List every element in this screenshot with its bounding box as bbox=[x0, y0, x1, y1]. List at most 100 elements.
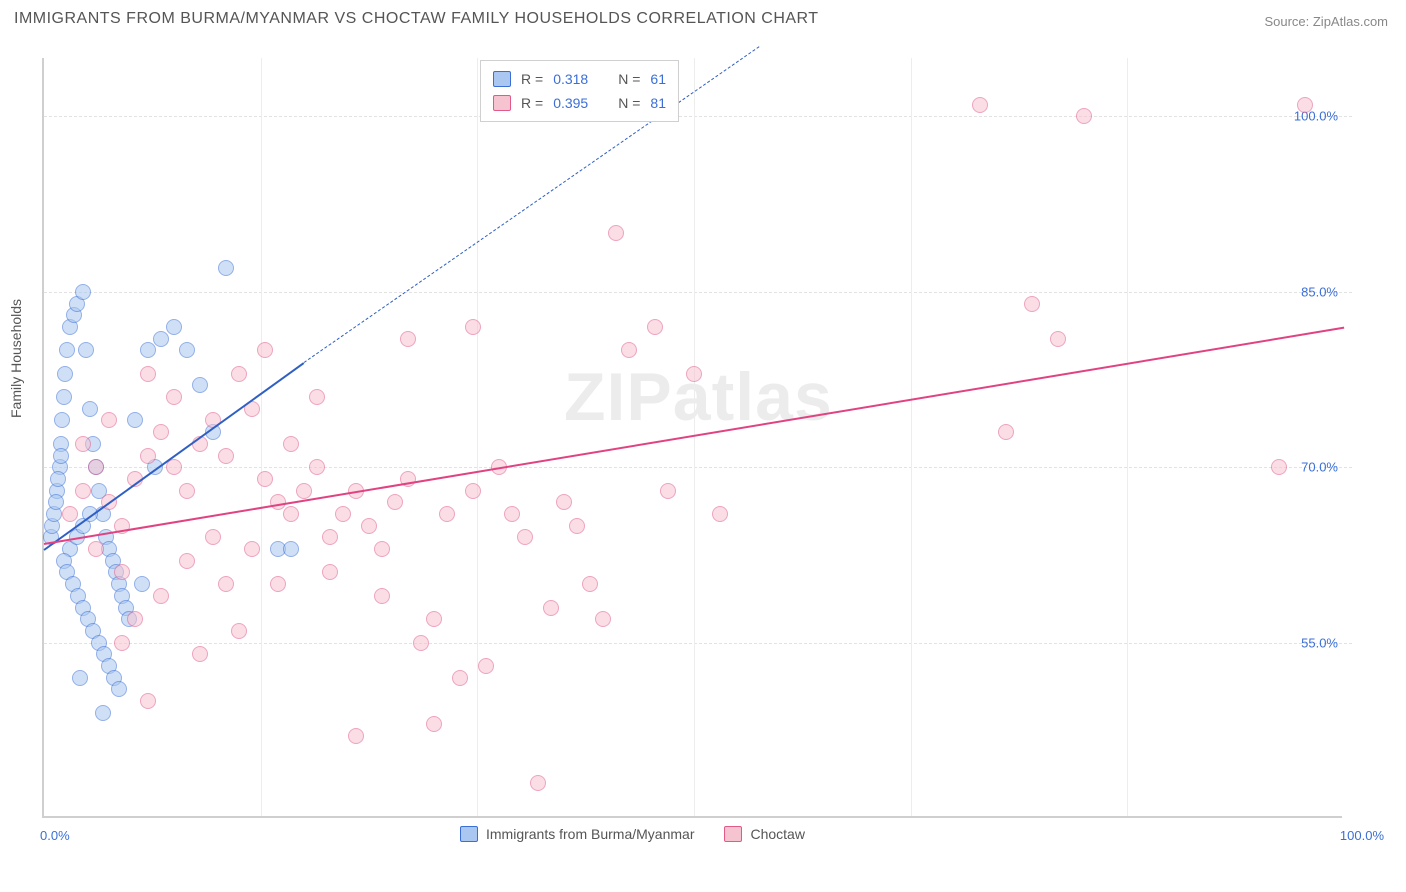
scatter-point bbox=[972, 97, 988, 113]
scatter-point bbox=[296, 483, 312, 499]
legend-row-series1: R = 0.318 N = 61 bbox=[493, 67, 666, 91]
scatter-point bbox=[309, 459, 325, 475]
scatter-point bbox=[62, 506, 78, 522]
scatter-point bbox=[283, 436, 299, 452]
scatter-point bbox=[621, 342, 637, 358]
scatter-point bbox=[88, 459, 104, 475]
legend-label-1: Immigrants from Burma/Myanmar bbox=[486, 826, 694, 842]
scatter-point bbox=[426, 611, 442, 627]
y-tick-label: 85.0% bbox=[1301, 284, 1338, 299]
source-attribution: Source: ZipAtlas.com bbox=[1264, 14, 1388, 29]
scatter-point bbox=[608, 225, 624, 241]
scatter-point bbox=[54, 412, 70, 428]
scatter-point bbox=[82, 401, 98, 417]
scatter-point bbox=[283, 506, 299, 522]
scatter-point bbox=[335, 506, 351, 522]
y-tick-label: 55.0% bbox=[1301, 635, 1338, 650]
scatter-point bbox=[582, 576, 598, 592]
legend-swatch-pink bbox=[724, 826, 742, 842]
gridline-vertical bbox=[261, 58, 262, 816]
scatter-point bbox=[361, 518, 377, 534]
r-label: R = bbox=[521, 71, 543, 87]
gridline-horizontal bbox=[44, 292, 1352, 293]
scatter-point bbox=[218, 576, 234, 592]
scatter-point bbox=[257, 342, 273, 358]
chart-container: Family Households ZIPatlas 55.0%70.0%85.… bbox=[0, 38, 1406, 892]
n-label: N = bbox=[618, 95, 640, 111]
scatter-point bbox=[387, 494, 403, 510]
scatter-point bbox=[153, 588, 169, 604]
scatter-point bbox=[114, 635, 130, 651]
scatter-point bbox=[283, 541, 299, 557]
scatter-point bbox=[530, 775, 546, 791]
scatter-point bbox=[504, 506, 520, 522]
scatter-point bbox=[179, 483, 195, 499]
scatter-point bbox=[413, 635, 429, 651]
scatter-point bbox=[374, 588, 390, 604]
scatter-point bbox=[231, 623, 247, 639]
r-label: R = bbox=[521, 95, 543, 111]
scatter-point bbox=[686, 366, 702, 382]
scatter-point bbox=[1050, 331, 1066, 347]
scatter-point bbox=[95, 705, 111, 721]
scatter-point bbox=[59, 342, 75, 358]
scatter-point bbox=[218, 260, 234, 276]
n-value-1: 61 bbox=[650, 71, 666, 87]
gridline-vertical bbox=[694, 58, 695, 816]
scatter-point bbox=[270, 576, 286, 592]
scatter-point bbox=[192, 377, 208, 393]
scatter-point bbox=[452, 670, 468, 686]
scatter-point bbox=[53, 448, 69, 464]
scatter-point bbox=[57, 366, 73, 382]
scatter-point bbox=[1271, 459, 1287, 475]
gridline-vertical bbox=[477, 58, 478, 816]
legend-item-1: Immigrants from Burma/Myanmar bbox=[460, 826, 694, 842]
scatter-point bbox=[75, 483, 91, 499]
scatter-point bbox=[257, 471, 273, 487]
scatter-point bbox=[322, 564, 338, 580]
scatter-point bbox=[205, 529, 221, 545]
legend-row-series2: R = 0.395 N = 81 bbox=[493, 91, 666, 115]
scatter-point bbox=[244, 541, 260, 557]
scatter-point bbox=[712, 506, 728, 522]
legend-swatch-pink bbox=[493, 95, 511, 111]
scatter-point bbox=[153, 424, 169, 440]
scatter-point bbox=[166, 319, 182, 335]
plot-area: ZIPatlas 55.0%70.0%85.0%100.0% bbox=[42, 58, 1342, 818]
scatter-point bbox=[543, 600, 559, 616]
scatter-point bbox=[1024, 296, 1040, 312]
scatter-point bbox=[75, 436, 91, 452]
r-value-1: 0.318 bbox=[553, 71, 588, 87]
scatter-point bbox=[140, 342, 156, 358]
scatter-point bbox=[127, 412, 143, 428]
scatter-point bbox=[153, 331, 169, 347]
scatter-point bbox=[465, 483, 481, 499]
y-axis-label: Family Households bbox=[8, 299, 24, 418]
scatter-point bbox=[322, 529, 338, 545]
scatter-point bbox=[595, 611, 611, 627]
scatter-point bbox=[1297, 97, 1313, 113]
scatter-point bbox=[111, 681, 127, 697]
scatter-point bbox=[478, 658, 494, 674]
scatter-point bbox=[426, 716, 442, 732]
scatter-point bbox=[75, 284, 91, 300]
legend-label-2: Choctaw bbox=[750, 826, 804, 842]
scatter-point bbox=[101, 412, 117, 428]
gridline-horizontal bbox=[44, 116, 1352, 117]
scatter-point bbox=[660, 483, 676, 499]
scatter-point bbox=[72, 670, 88, 686]
scatter-point bbox=[569, 518, 585, 534]
scatter-point bbox=[465, 319, 481, 335]
scatter-point bbox=[439, 506, 455, 522]
scatter-point bbox=[1076, 108, 1092, 124]
x-tick-min: 0.0% bbox=[40, 828, 70, 843]
scatter-point bbox=[140, 448, 156, 464]
scatter-point bbox=[348, 728, 364, 744]
scatter-point bbox=[179, 342, 195, 358]
scatter-point bbox=[218, 448, 234, 464]
scatter-point bbox=[56, 389, 72, 405]
legend-swatch-blue bbox=[493, 71, 511, 87]
scatter-point bbox=[179, 553, 195, 569]
scatter-point bbox=[556, 494, 572, 510]
scatter-point bbox=[50, 471, 66, 487]
